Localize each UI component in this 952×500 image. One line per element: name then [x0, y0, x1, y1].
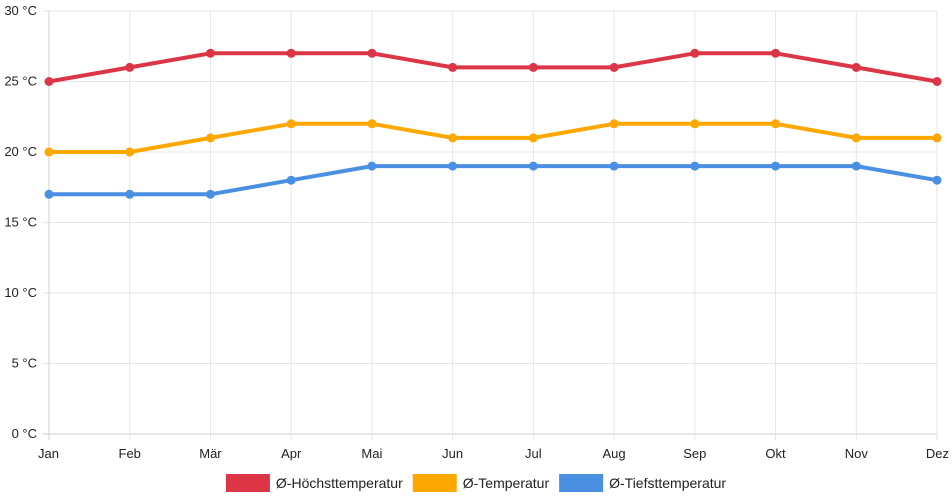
data-point[interactable] [771, 119, 781, 129]
legend-item-1[interactable]: Ø-Höchsttemperatur [225, 474, 403, 492]
grid-layer [43, 10, 938, 440]
data-point[interactable] [367, 161, 377, 171]
data-point[interactable] [851, 161, 861, 171]
y-tick-label: 0 °C [12, 426, 37, 441]
data-point[interactable] [609, 161, 619, 171]
data-point[interactable] [528, 161, 538, 171]
data-point[interactable] [851, 62, 861, 72]
y-tick-label: 30 °C [4, 3, 37, 18]
data-point[interactable] [690, 161, 700, 171]
data-point[interactable] [448, 62, 458, 72]
series-1 [44, 48, 942, 86]
data-point[interactable] [286, 119, 296, 129]
data-point[interactable] [205, 48, 215, 58]
legend-item-2[interactable]: Ø-Temperatur [412, 474, 550, 492]
data-point[interactable] [771, 48, 781, 58]
y-tick-label: 20 °C [4, 144, 37, 159]
x-tick-label: Jan [38, 446, 59, 461]
data-point[interactable] [932, 77, 942, 86]
x-tick-label: Mär [199, 446, 222, 461]
data-point[interactable] [125, 147, 135, 157]
data-point[interactable] [44, 189, 54, 199]
data-point[interactable] [690, 48, 700, 58]
data-point[interactable] [448, 133, 458, 143]
data-point[interactable] [125, 189, 135, 199]
legend: Ø-Höchsttemperatur Ø-Temperatur Ø-Tiefstte… [225, 474, 726, 492]
legend-label: Ø-Höchsttemperatur [276, 475, 403, 491]
x-tick-label: Aug [603, 446, 626, 461]
data-point[interactable] [771, 161, 781, 171]
x-tick-label: Sep [683, 446, 706, 461]
data-point[interactable] [205, 133, 215, 143]
x-tick-label: Nov [845, 446, 869, 461]
series-line [47, 121, 939, 154]
y-tick-label: 10 °C [4, 285, 37, 300]
data-point[interactable] [609, 119, 619, 129]
x-tick-label: Apr [281, 446, 302, 461]
data-point[interactable] [44, 147, 54, 157]
data-point[interactable] [286, 175, 296, 185]
x-tick-label: Okt [765, 446, 786, 461]
data-point[interactable] [44, 77, 54, 86]
data-point[interactable] [932, 175, 942, 185]
axis-layer: 0 °C 5 °C 10 °C 15 °C 20 °C 25 °C 30 °C Jan Feb M… [4, 3, 949, 461]
legend-label: Ø-Tiefsttemperatur [609, 475, 726, 491]
series-2 [44, 119, 942, 157]
y-tick-label: 25 °C [4, 74, 37, 89]
legend-swatch [412, 474, 457, 492]
data-point[interactable] [367, 119, 377, 129]
legend-swatch [225, 474, 270, 492]
legend-swatch [559, 474, 604, 492]
data-point[interactable] [205, 189, 215, 199]
x-tick-label: Dez [926, 446, 949, 461]
x-tick-label: Jul [525, 446, 542, 461]
data-point[interactable] [528, 62, 538, 72]
data-point[interactable] [448, 161, 458, 171]
series-line [47, 164, 939, 197]
series-line [47, 51, 939, 84]
series-layer [44, 48, 942, 199]
y-tick-label: 5 °C [12, 356, 37, 371]
data-point[interactable] [851, 133, 861, 143]
data-point[interactable] [932, 133, 942, 143]
series-3 [44, 161, 942, 199]
data-point[interactable] [125, 62, 135, 72]
y-tick-label: 15 °C [4, 215, 37, 230]
x-tick-label: Feb [119, 446, 141, 461]
data-point[interactable] [286, 48, 296, 58]
data-point[interactable] [609, 62, 619, 72]
legend-label: Ø-Temperatur [463, 475, 550, 491]
x-tick-label: Jun [442, 446, 463, 461]
x-tick-label: Mai [361, 446, 382, 461]
data-point[interactable] [528, 133, 538, 143]
data-point[interactable] [690, 119, 700, 129]
legend-item-3[interactable]: Ø-Tiefsttemperatur [559, 474, 726, 492]
data-point[interactable] [367, 48, 377, 58]
